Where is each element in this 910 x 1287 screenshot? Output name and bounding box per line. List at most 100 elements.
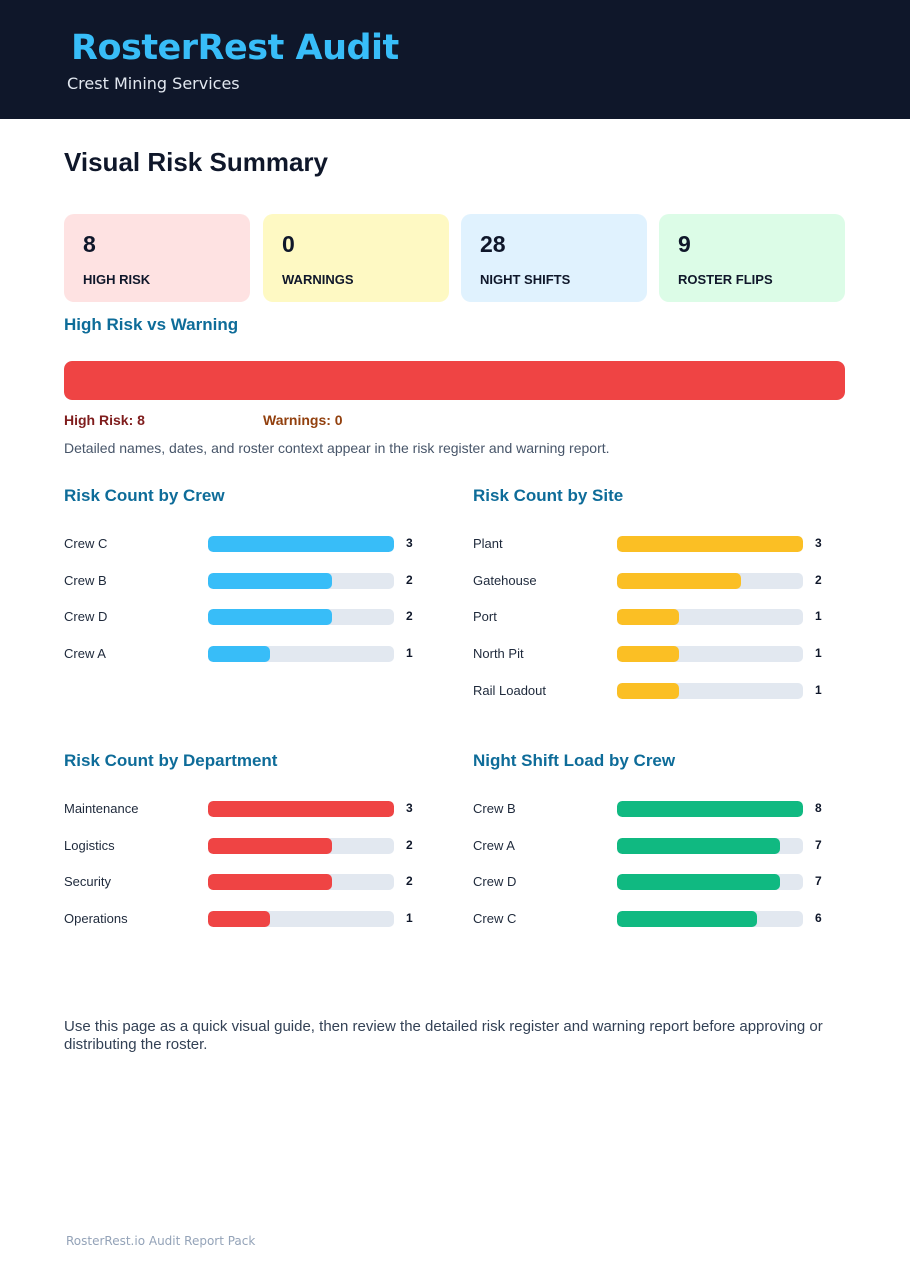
category-label: Crew A — [473, 837, 515, 853]
bar — [617, 646, 679, 663]
kpi-value: 9 — [678, 231, 691, 257]
closing-guidance: Use this page as a quick visual guide, t… — [64, 1018, 823, 1053]
category-label: Rail Loadout — [473, 682, 546, 698]
value-label: 3 — [406, 536, 413, 550]
chart-row: North Pit 1 — [473, 645, 833, 663]
bar — [208, 874, 332, 891]
report-header: RosterRest Audit Crest Mining Services — [0, 0, 910, 119]
kpi-label: HIGH RISK — [83, 272, 151, 287]
value-label: 2 — [815, 572, 822, 587]
value-label: 2 — [406, 609, 413, 624]
category-label: Port — [473, 609, 497, 625]
chart-row: Logistics 2 — [64, 837, 424, 855]
chart-row: Crew B 8 — [473, 800, 833, 818]
kpi-label: ROSTER FLIPS — [678, 272, 773, 287]
bar — [208, 536, 394, 552]
value-label: 1 — [815, 682, 822, 697]
value-label: 2 — [406, 837, 413, 852]
chart-row: Rail Loadout 1 — [473, 682, 833, 700]
bar-track — [617, 609, 803, 626]
bar-track — [208, 801, 394, 817]
bar — [208, 911, 270, 928]
bar — [617, 536, 803, 552]
bar — [617, 801, 803, 817]
chart-row: Crew C 3 — [64, 535, 424, 553]
company-name: Crest Mining Services — [67, 74, 240, 93]
high-risk-bar-fill — [64, 361, 845, 400]
value-label: 2 — [406, 874, 413, 889]
chart-row: Port 1 — [473, 608, 833, 626]
bar — [208, 646, 270, 663]
bar-track — [617, 874, 803, 891]
bar-track — [617, 682, 803, 699]
category-label: Gatehouse — [473, 572, 537, 588]
category-label: Crew C — [64, 536, 108, 551]
brand-title: RosterRest Audit — [71, 28, 399, 68]
bar-track — [208, 646, 394, 663]
bar-track — [617, 801, 803, 817]
bar-track — [617, 837, 803, 854]
kpi-label: NIGHT SHIFTS — [480, 272, 571, 287]
bar — [617, 572, 741, 589]
chart-row: Gatehouse 2 — [473, 572, 833, 590]
bar-track — [208, 837, 394, 854]
chart-row: Crew B 2 — [64, 572, 424, 590]
kpi-card-night-shifts: 28 NIGHT SHIFTS — [461, 214, 647, 302]
chart-row: Plant 3 — [473, 535, 833, 553]
category-label: Plant — [473, 536, 503, 551]
category-label: North Pit — [473, 646, 524, 662]
bar-track — [617, 646, 803, 663]
category-label: Crew D — [473, 874, 517, 890]
category-label: Crew B — [64, 572, 107, 588]
value-label: 7 — [815, 837, 822, 852]
kpi-card-roster-flips: 9 ROSTER FLIPS — [659, 214, 845, 302]
bar — [208, 572, 332, 589]
value-label: 1 — [406, 911, 413, 926]
register-note: Detailed names, dates, and roster contex… — [64, 440, 610, 456]
chart-row: Crew D 7 — [473, 873, 833, 891]
high-risk-legend: High Risk: 8 — [64, 412, 145, 428]
bar-track — [208, 572, 394, 589]
category-label: Crew A — [64, 646, 106, 662]
bar-track — [617, 911, 803, 928]
chart-row: Crew D 2 — [64, 608, 424, 626]
bar — [208, 837, 332, 854]
page-title: Visual Risk Summary — [64, 147, 328, 177]
value-label: 2 — [406, 572, 413, 587]
chart-row: Security 2 — [64, 873, 424, 891]
chart-row: Maintenance 3 — [64, 800, 424, 818]
chart-row: Crew A 7 — [473, 837, 833, 855]
value-label: 6 — [815, 911, 822, 926]
value-label: 3 — [406, 801, 413, 815]
high-risk-vs-warning-bar — [64, 361, 845, 400]
chart-heading-night-shift: Night Shift Load by Crew — [473, 751, 676, 770]
kpi-value: 0 — [282, 231, 295, 257]
bar — [617, 911, 757, 928]
kpi-value: 8 — [83, 231, 96, 257]
bar-track — [208, 911, 394, 928]
chart-heading-site: Risk Count by Site — [473, 486, 624, 505]
kpi-card-warnings: 0 WARNINGS — [263, 214, 449, 302]
category-label: Crew D — [64, 609, 108, 625]
bar-track — [208, 536, 394, 552]
bar-track — [617, 536, 803, 552]
category-label: Maintenance — [64, 801, 139, 816]
value-label: 1 — [815, 646, 822, 661]
value-label: 7 — [815, 874, 822, 889]
bar — [208, 801, 394, 817]
bar — [617, 837, 780, 854]
bar — [617, 874, 780, 891]
bar — [617, 609, 679, 626]
category-label: Operations — [64, 911, 128, 927]
chart-row: Crew A 1 — [64, 645, 424, 663]
kpi-label: WARNINGS — [282, 272, 354, 287]
footer-text: RosterRest.io Audit Report Pack — [66, 1234, 256, 1248]
category-label: Logistics — [64, 837, 115, 853]
chart-heading-department: Risk Count by Department — [64, 751, 278, 770]
value-label: 3 — [815, 536, 822, 550]
bar — [617, 682, 679, 699]
value-label: 1 — [815, 609, 822, 624]
kpi-value: 28 — [480, 231, 506, 257]
chart-heading-crew: Risk Count by Crew — [64, 486, 225, 505]
chart-row: Crew C 6 — [473, 910, 833, 928]
